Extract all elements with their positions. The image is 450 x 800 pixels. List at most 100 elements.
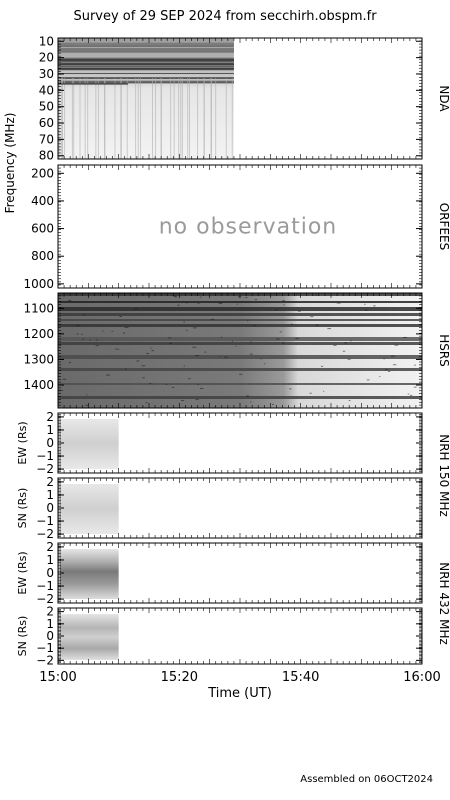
hsrs-speck [150,347,152,349]
hsrs-speck [413,386,417,388]
hsrs-speck [218,302,223,304]
nrh-image [60,614,119,660]
panel-nrh150ew [60,419,119,469]
hsrs-band [58,396,422,399]
ytick-label-nrh150sn: 2 [46,475,54,489]
hsrs-speck [200,388,204,390]
hsrs-speck [385,369,388,371]
hsrs-speck [169,342,173,344]
hsrs-speck [167,337,172,339]
hsrs-speck [59,389,64,391]
hsrs-speck [146,353,150,355]
hsrs-speck [274,309,278,311]
hsrs-speck [180,399,185,401]
assembled-footer: Assembled on 06OCT2024 [300,774,433,785]
hsrs-speck [219,356,221,358]
ytick-label-nda: 30 [39,67,54,81]
hsrs-speck [344,342,348,344]
ytick-label-nrh150ew: 1 [46,423,54,437]
ylabel-nrh150sn: SN (Rs) [16,488,29,529]
hsrs-speck [76,325,80,327]
hsrs-speck [124,326,129,328]
ytick-label-nrh432ew: 1 [46,553,54,567]
hsrs-speck [119,316,122,318]
hsrs-spectrum [58,293,422,408]
ytick-label-nrh150sn: 1 [46,488,54,502]
hsrs-speck [89,339,91,341]
hsrs-speck [238,296,241,298]
hsrs-speck [403,336,407,338]
hsrs-speck [142,377,145,379]
xtick-label: 15:00 [39,670,76,685]
hsrs-speck [347,358,351,360]
hsrs-speck [366,379,370,381]
panel-nda [58,38,234,159]
hsrs-speck [239,373,243,375]
hsrs-speck [224,356,228,358]
hsrs-speck [76,333,79,335]
hsrs-speck [141,365,146,367]
hsrs-speck [195,399,199,401]
ytick-label-nrh150ew: 0 [46,436,54,450]
xtick-label: 15:40 [282,670,319,685]
hsrs-speck [171,386,175,388]
hsrs-speck [283,304,285,306]
hsrs-speck [410,394,413,396]
hsrs-speck [250,341,252,343]
hsrs-speck [151,350,155,352]
ytick-label-nda: 60 [39,116,54,130]
hsrs-band [58,355,422,359]
ytick-label-nrh432sn: 1 [46,617,54,631]
hsrs-speck [111,330,113,332]
hsrs-speck [246,395,250,397]
ytick-label-nda: 70 [39,132,54,146]
hsrs-speck [387,370,391,372]
hsrs-speck [289,388,292,390]
ytick-label-nrh432sn: 0 [46,629,54,643]
hsrs-speck [105,374,110,376]
hsrs-speck [96,339,98,341]
ytick-label-orfees: 600 [31,222,54,236]
hsrs-speck [281,342,285,344]
hsrs-speck [272,403,274,405]
hsrs-speck [260,358,262,360]
hsrs-speck [364,309,368,311]
hsrs-speck [85,404,89,406]
hsrs-speck [62,378,67,380]
ytick-label-nda: 10 [39,34,54,48]
hsrs-speck [392,364,397,366]
hsrs-speck [183,365,185,367]
hsrs-speck [336,302,341,304]
ytick-label-hsrs: 1100 [23,301,54,315]
ytick-label-orfees: 800 [31,249,54,263]
hsrs-speck [220,336,223,338]
hsrs-band [58,319,422,321]
hsrs-speck [58,344,62,346]
ytick-label-nrh150sn: −1 [36,514,54,528]
hsrs-speck [235,345,237,347]
hsrs-speck [117,348,120,350]
hsrs-speck [253,325,256,327]
hsrs-speck [82,314,85,316]
hsrs-speck [342,350,346,352]
hsrs-speck [102,330,104,332]
hsrs-speck [183,321,186,323]
hsrs-speck [394,344,399,346]
hsrs-speck [390,355,395,357]
hsrs-speck [348,400,351,402]
hsrs-speck [296,293,298,295]
hsrs-speck [364,303,366,305]
hsrs-speck [210,318,215,320]
ytick-label-nrh432ew: 2 [46,540,54,554]
hsrs-speck [68,299,72,301]
hsrs-speck [232,340,234,342]
hsrs-speck [122,332,126,334]
hsrs-speck [276,338,280,340]
hsrs-band [58,342,422,345]
hsrs-band [58,307,422,311]
panel-nrh150sn [60,484,119,534]
hsrs-speck [290,323,293,325]
ytick-label-nrh432ew: 0 [46,566,54,580]
nrh-group-label: NRH 150 MHz [437,434,450,517]
